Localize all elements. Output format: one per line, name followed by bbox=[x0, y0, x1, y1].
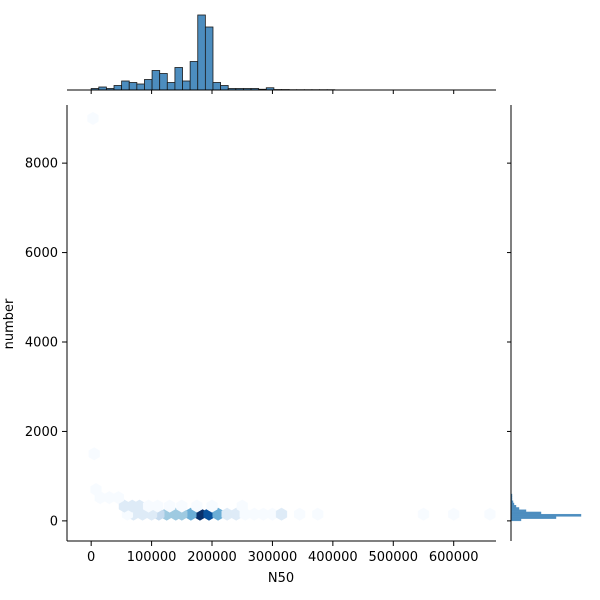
x-axis-label: N50 bbox=[268, 571, 294, 586]
x-tick-label: 0 bbox=[87, 550, 95, 565]
x-marginal-bar bbox=[128, 82, 138, 91]
hexbin-cell bbox=[312, 507, 324, 521]
x-tick-label: 400000 bbox=[308, 550, 358, 565]
x-tick-label: 200000 bbox=[187, 550, 237, 565]
hexbin-cell bbox=[448, 507, 460, 521]
x-tick-label: 500000 bbox=[368, 550, 418, 565]
y-tick-label: 0 bbox=[50, 514, 58, 529]
hexbin-layer bbox=[87, 111, 496, 521]
hexbin-cell bbox=[191, 499, 203, 513]
hexbin-cell bbox=[275, 507, 288, 521]
x-marginal-bar bbox=[136, 83, 145, 91]
y-marginal-histogram bbox=[507, 105, 582, 541]
x-marginal-bar bbox=[197, 14, 206, 91]
y-tick-label: 8000 bbox=[25, 157, 58, 172]
hexbin-cell bbox=[112, 491, 124, 505]
x-marginal-bar bbox=[174, 67, 183, 91]
x-marginal-bar bbox=[159, 73, 168, 91]
x-marginal-bar bbox=[113, 85, 123, 91]
y-marginal-bar bbox=[510, 507, 520, 510]
y-marginal-bar bbox=[510, 505, 517, 508]
hexbin-cell bbox=[206, 499, 218, 513]
axes: 0 100000 200000 300000 400000 500000 600000 0 20… bbox=[25, 105, 496, 565]
y-marginal-bar bbox=[510, 511, 542, 515]
y-marginal-bar bbox=[510, 518, 522, 522]
hexbin-cell bbox=[152, 499, 164, 513]
x-marginal-bar bbox=[166, 82, 176, 91]
x-marginal-bar bbox=[212, 82, 221, 91]
y-tick-label: 6000 bbox=[25, 246, 58, 261]
x-marginal-bar bbox=[144, 79, 153, 91]
hexbin-cell bbox=[176, 499, 188, 513]
hexbin-cell bbox=[87, 111, 99, 125]
x-tick-label: 600000 bbox=[429, 550, 479, 565]
hexbin-cell bbox=[236, 499, 248, 513]
hexbin-cell bbox=[417, 507, 430, 521]
x-marginal-bar bbox=[151, 70, 161, 91]
x-tick-label: 300000 bbox=[248, 550, 298, 565]
hexbin-cell bbox=[164, 499, 176, 513]
y-tick-label: 4000 bbox=[25, 336, 58, 351]
y-marginal-bar bbox=[510, 516, 557, 519]
y-axis-label: number bbox=[2, 298, 17, 349]
hexbin-cell bbox=[88, 447, 100, 461]
y-marginal-bar bbox=[510, 509, 527, 513]
x-marginal-bar bbox=[220, 85, 229, 91]
x-marginal-bar bbox=[204, 26, 214, 91]
x-marginal-bar bbox=[121, 80, 130, 91]
y-marginal-bar bbox=[510, 513, 582, 517]
hexbin-cell bbox=[484, 507, 496, 521]
x-marginal-bar bbox=[182, 80, 191, 91]
hexbin-cell bbox=[90, 483, 102, 497]
x-marginal-histogram bbox=[67, 14, 496, 94]
hexbin-cell bbox=[294, 507, 306, 521]
y-tick-label: 2000 bbox=[25, 425, 58, 440]
x-marginal-bar bbox=[189, 61, 199, 91]
x-tick-label: 100000 bbox=[127, 550, 177, 565]
